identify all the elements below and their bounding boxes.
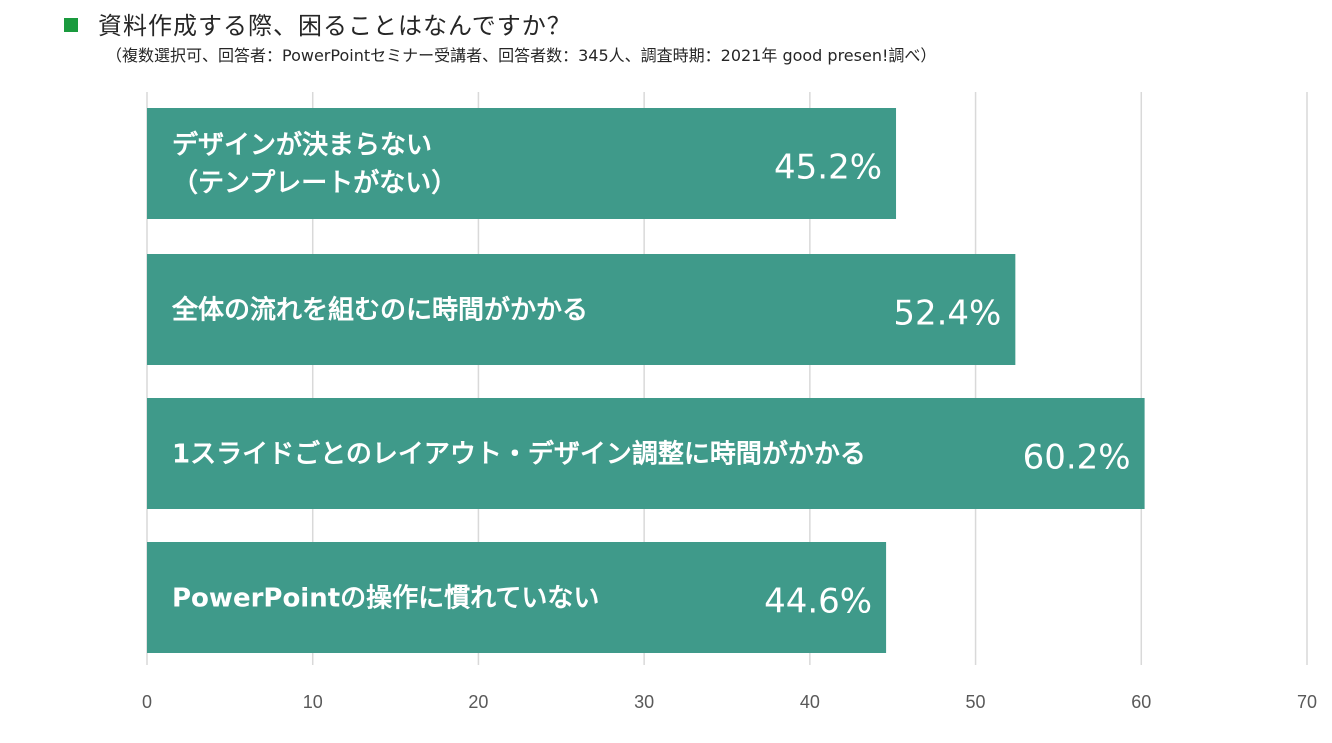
chart-header: 資料作成する際、困ることはなんですか？ （複数選択可、回答者：PowerPoin… [0,0,1332,80]
bar-value-label: 52.4% [893,294,1001,334]
x-tick-label: 30 [634,692,654,712]
bar-category-label: PowerPointの操作に慣れていない [172,584,599,614]
bar-category-label: デザインが決まらない [172,130,432,161]
chart-title: 資料作成する際、困ることはなんですか？ [98,12,572,40]
x-tick-label: 0 [142,692,152,712]
chart-subtitle: （複数選択可、回答者：PowerPointセミナー受講者、回答者数：345人、調… [106,46,937,65]
x-axis-ticks: 0 10 20 30 40 50 60 70 [142,692,1317,712]
bar-value-label: 60.2% [1023,438,1131,478]
bar-category-label: （テンプレートがない） [172,168,457,199]
bar-category-label: 全体の流れを組むのに時間がかかる [171,295,588,326]
bar [147,398,1145,509]
title-marker-icon [64,18,78,32]
bar [147,254,1016,365]
bars: デザインが決まらない （テンプレートがない） 45.2% 全体の流れを組むのに時間がか… [147,108,1145,653]
x-tick-label: 40 [800,692,820,712]
bar-value-label: 45.2% [774,148,882,188]
x-tick-label: 50 [966,692,986,712]
x-tick-label: 70 [1297,692,1317,712]
x-tick-label: 20 [468,692,488,712]
bar-value-label: 44.6% [764,582,872,622]
bar-category-label: 1スライドごとのレイアウト・デザイン調整に時間がかかる [172,439,866,470]
bar [147,542,887,653]
x-tick-label: 10 [303,692,323,712]
x-tick-label: 60 [1131,692,1151,712]
bar [147,108,897,219]
